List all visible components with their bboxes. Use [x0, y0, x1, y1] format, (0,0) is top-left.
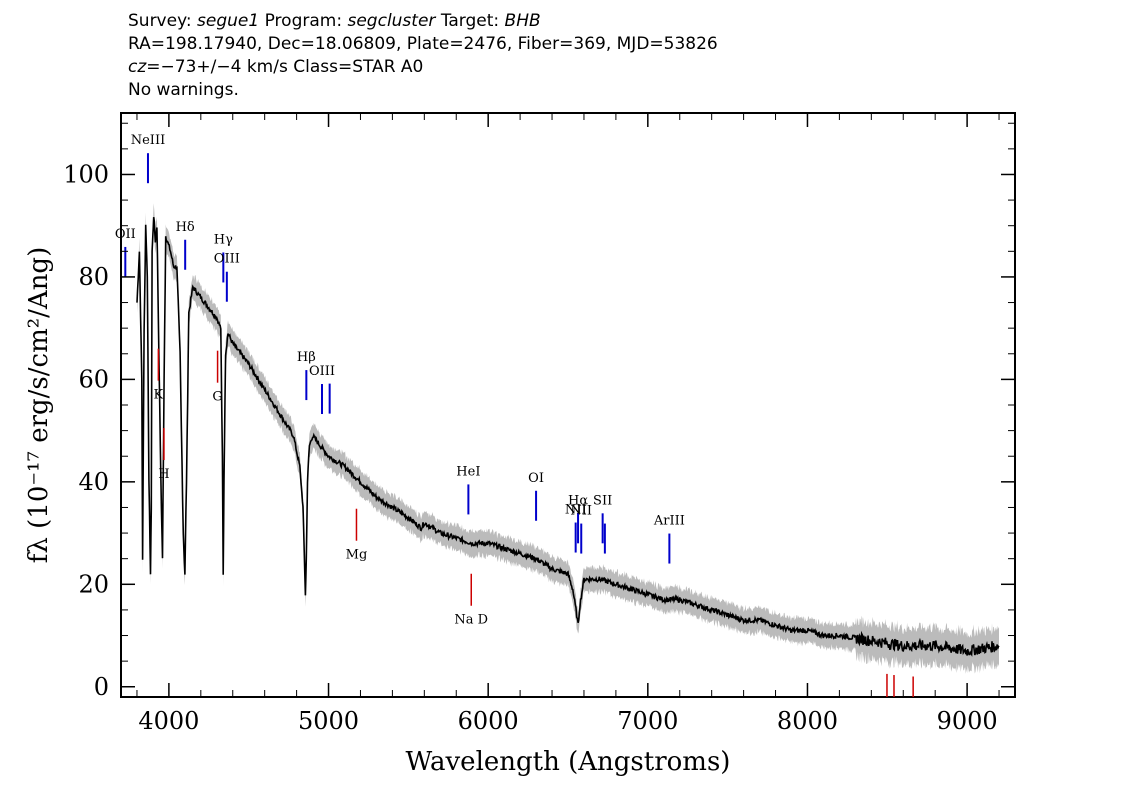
emission-line-label: Hβ [297, 350, 316, 365]
spectrum-line [136, 216, 1000, 657]
x-tick-label: 6000 [458, 707, 519, 735]
survey-label: Survey: [128, 11, 192, 31]
emission-line-label: Hγ [214, 232, 233, 247]
absorption-line-label: Na D [454, 613, 488, 628]
emission-line-label: OII [115, 227, 136, 242]
header-line-warnings: No warnings. [128, 80, 239, 100]
y-tick-label: 80 [78, 263, 109, 291]
cz-unit-class: km/s Class=STAR A0 [241, 57, 424, 77]
x-tick-label: 9000 [937, 707, 998, 735]
x-axis-title: Wavelength (Angstroms) [406, 747, 731, 777]
emission-line-label: ArIII [653, 514, 685, 529]
emission-line-label: NII [565, 503, 587, 518]
cz-value: =−73+/−4 [146, 57, 242, 77]
spectrum-layer [136, 216, 1000, 657]
y-tick-label: 0 [94, 673, 109, 701]
plot-frame [120, 112, 1016, 698]
absorption-line-label: Mg [346, 548, 368, 563]
program-value: segcluster [347, 11, 436, 31]
spectrum-header: Survey: segue1 Program: segcluster Targe… [128, 10, 718, 102]
y-tick-label: 60 [78, 365, 109, 393]
emission-line-label: SII [593, 493, 612, 508]
emission-line-label: HeI [456, 464, 480, 479]
absorption-line-label: K [153, 388, 163, 403]
program-label: Program: [264, 11, 343, 31]
y-tick-label: 20 [78, 570, 109, 598]
absorption-line-label: H [158, 467, 169, 482]
ticks-layer: 4000 5000 6000 7000 8000 9000 0 20 40 60 80 100 [63, 113, 1015, 735]
emission-line-label: Hα [568, 493, 588, 508]
error-band-area [137, 203, 999, 674]
y-axis-title: fλ (10⁻¹⁷ erg/s/cm²/Ang) [24, 247, 54, 563]
header-line-redshift: cz=−73+/−4 km/s Class=STAR A0 [128, 56, 718, 79]
emission-line-label: OIII [214, 252, 240, 267]
x-tick-label: 7000 [617, 707, 678, 735]
y-tick-label: 100 [63, 160, 109, 188]
cz-label: cz [128, 57, 147, 77]
header-line-coordinates: RA=198.17940, Dec=18.06809, Plate=2476, … [128, 34, 718, 54]
error-band [137, 203, 999, 674]
y-tick-label: 40 [78, 468, 109, 496]
target-label: Target: [440, 11, 500, 31]
emission-line-label: Hδ [176, 220, 195, 235]
emission-line-label: NeIII [131, 133, 165, 148]
header-line-survey: Survey: segue1 Program: segcluster Targe… [128, 10, 718, 33]
emission-line-label: OIII [309, 364, 335, 379]
x-tick-label: 4000 [138, 707, 199, 735]
survey-value: segue1 [197, 11, 260, 31]
emission-line-label: OI [528, 471, 544, 486]
target-value: BHB [504, 11, 541, 31]
absorption-line-label: G [212, 390, 222, 405]
x-tick-label: 5000 [298, 707, 359, 735]
x-tick-label: 8000 [777, 707, 838, 735]
emission-line-label: NII [570, 504, 592, 519]
